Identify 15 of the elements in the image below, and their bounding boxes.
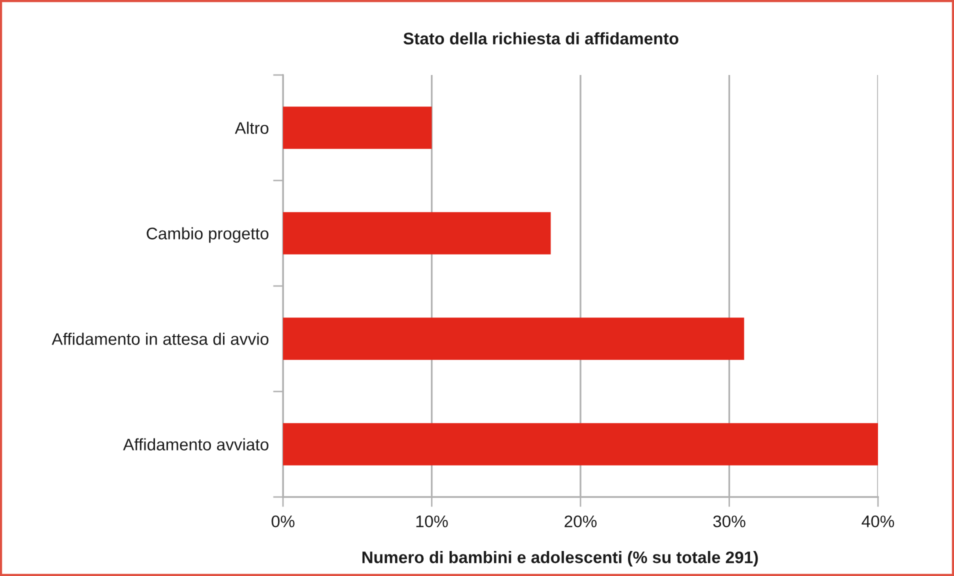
y-tick-label: Affidamento avviato — [123, 438, 268, 450]
bar — [283, 423, 878, 466]
x-tick-label: 30% — [713, 515, 746, 528]
x-tick-label: 20% — [564, 515, 597, 528]
x-tick-label: 40% — [862, 515, 894, 528]
x-tick-label: 0% — [272, 515, 294, 528]
x-axis-title: Numero di bambini e adolescenti (% su totale 291) — [362, 551, 758, 567]
bar — [283, 318, 744, 360]
y-tick-label: Altro — [234, 122, 268, 134]
y-tick-label: Affidamento in attesa di avvio — [52, 332, 268, 345]
bar — [283, 212, 551, 254]
x-tick-label: 10% — [416, 515, 448, 528]
y-tick-label: Cambio progetto — [146, 227, 268, 243]
bar — [283, 106, 432, 149]
chart-title: Stato della richiesta di affidamento — [403, 32, 678, 44]
